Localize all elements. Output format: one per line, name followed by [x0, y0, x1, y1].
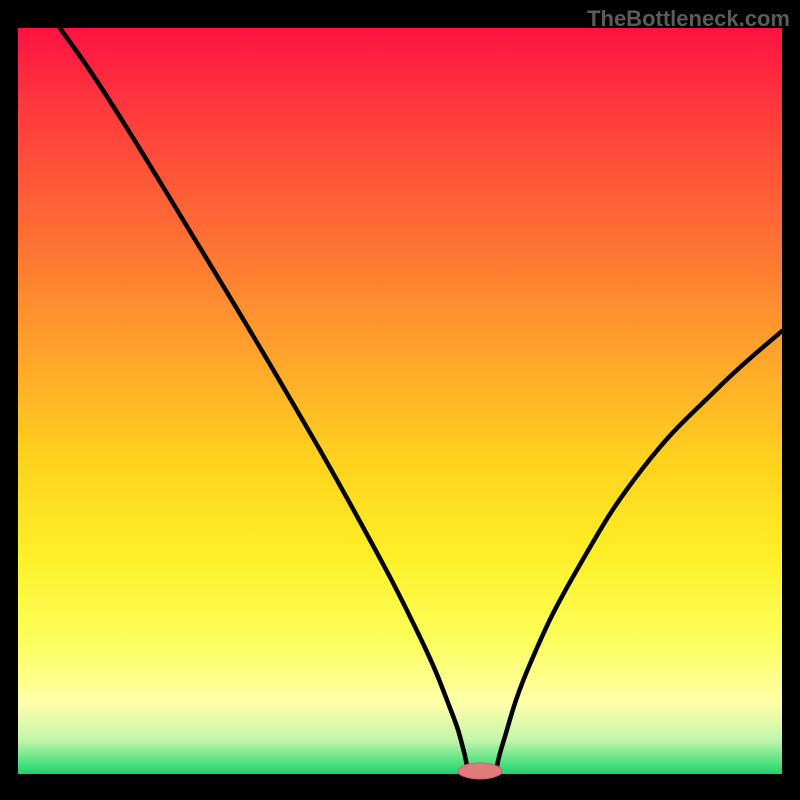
bottleneck-marker [458, 763, 502, 779]
plot-area [18, 28, 782, 774]
curve-right-branch [496, 331, 782, 773]
curve-left-branch [60, 28, 468, 773]
watermark-text[interactable]: TheBottleneck.com [587, 6, 790, 32]
chart-root: TheBottleneck.com [0, 0, 800, 800]
bottleneck-curve-layer [18, 28, 782, 774]
